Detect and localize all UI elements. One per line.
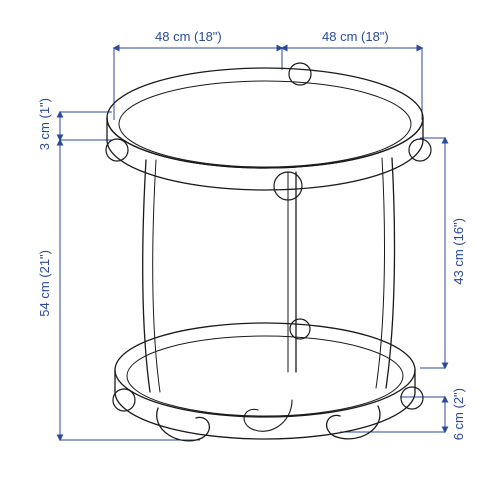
dimension-diagram: 48 cm (18") 48 cm (18") 3 cm (1") 54 cm … — [0, 0, 500, 500]
dim-right-mid: 43 cm (16") — [452, 218, 465, 285]
product-outline — [106, 63, 431, 441]
dim-top-left: 48 cm (18") — [155, 30, 222, 43]
drawing-svg — [0, 0, 500, 500]
dim-right-low: 6 cm (2") — [452, 388, 465, 440]
dim-left-full: 54 cm (21") — [38, 250, 51, 317]
dim-top-right: 48 cm (18") — [322, 30, 389, 43]
dim-left-upper: 3 cm (1") — [38, 98, 51, 150]
